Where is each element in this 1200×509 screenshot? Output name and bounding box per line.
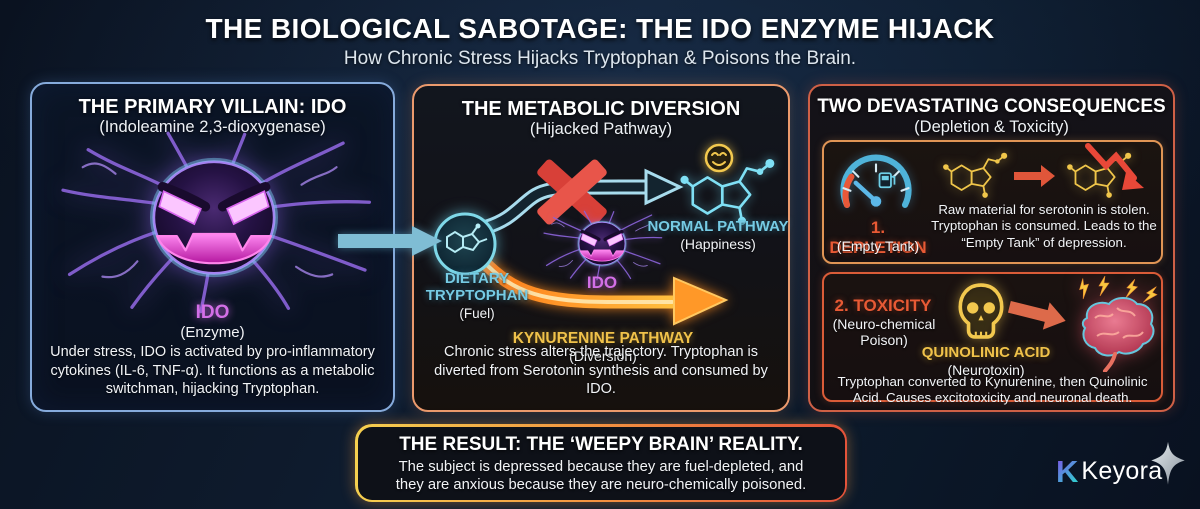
result-panel: THE RESULT: THE ‘WEEPY BRAIN’ REALITY. T… [355, 424, 847, 502]
ido-label: IDO [586, 273, 618, 292]
result-title: THE RESULT: THE ‘WEEPY BRAIN’ REALITY. [399, 433, 803, 455]
fuel-gauge-icon [840, 154, 912, 208]
tryptophan-label: DIETARY TRYPTOPHAN [425, 270, 529, 305]
depletion-box: 1. DEPLETION (Empty Tank) Raw material f… [822, 140, 1163, 264]
ido-figure-label: IDO [195, 302, 230, 323]
consequences-panel-title: TWO DEVASTATING CONSEQUENCES [817, 96, 1166, 117]
toxicity-body-text: Tryptophan converted to Kynurenine, then… [837, 374, 1148, 406]
brain-icon [1079, 276, 1158, 372]
diversion-panel-title: THE METABOLIC DIVERSION [461, 98, 741, 120]
tryptophan-sublabel: (Fuel) [459, 306, 495, 321]
normal-pathway-sublabel: (Happiness) [680, 236, 756, 252]
toxicity-label: 2. TOXICITY [834, 296, 932, 315]
toxicity-sublabel: (Neuro-chemical Poison) [832, 316, 936, 349]
diversion-panel-subtitle: (Hijacked Pathway) [529, 120, 673, 138]
quinolinic-acid-label: QUINOLINIC ACID [921, 344, 1051, 361]
brand-mark: K [1056, 454, 1079, 489]
villain-panel: THE PRIMARY VILLAIN: IDO (Indoleamine 2,… [30, 82, 395, 412]
villain-panel-subtitle: (Indoleamine 2,3-dioxygenase) [99, 118, 326, 136]
page-title: THE BIOLOGICAL SABOTAGE: THE IDO ENZYME … [205, 13, 995, 44]
depletion-body-text: Raw material for serotonin is stolen. Tr… [931, 202, 1157, 250]
kynurenine-sublabel: (Diversion) [569, 348, 637, 364]
flow-arrow-icon [338, 226, 442, 256]
serotonin-molecule-gold-icon [942, 151, 1009, 199]
result-body-text: The subject is depressed because they ar… [395, 458, 807, 494]
smiley-icon [704, 143, 734, 173]
brand-logo: K Keyora [1056, 441, 1196, 500]
tryptophan-molecule-icon [433, 212, 497, 276]
skull-icon [958, 283, 1004, 339]
x-mark-icon [537, 159, 607, 225]
decline-arrow-icon [1085, 143, 1144, 190]
brand-name: Keyora [1081, 457, 1163, 485]
lightning-icon [1079, 276, 1158, 303]
toxic-arrow-icon [1008, 300, 1066, 330]
page-subtitle: How Chronic Stress Hijacks Tryptophan & … [343, 48, 857, 69]
toxicity-box: 2. TOXICITY (Neuro-chemical Poison) QUIN… [822, 272, 1163, 405]
normal-pathway-label: NORMAL PATHWAY [647, 218, 789, 235]
ido-monster-icon [46, 130, 382, 316]
star-icon [1151, 441, 1185, 485]
arrow-icon [1014, 165, 1055, 187]
normal-pathway-arrow-icon [479, 168, 684, 235]
consequences-panel: TWO DEVASTATING CONSEQUENCES (Depletion … [808, 84, 1175, 412]
diversion-panel: THE METABOLIC DIVERSION (Hijacked Pathwa… [412, 84, 790, 412]
ido-figure-sublabel: (Enzyme) [180, 324, 245, 341]
consequences-panel-subtitle: (Depletion & Toxicity) [914, 118, 1069, 136]
villain-body-text: Under stress, IDO is activated by pro-in… [50, 344, 375, 398]
villain-panel-title: THE PRIMARY VILLAIN: IDO [78, 96, 347, 118]
depletion-sublabel: (Empty Tank) [836, 238, 920, 254]
diversion-body-text: Chronic stress alters the trajectory. Tr… [434, 344, 768, 398]
kynurenine-arrow-icon [475, 253, 729, 326]
pathway-diagram [433, 143, 776, 326]
kynurenine-label: KYNURENINE PATHWAY [512, 330, 694, 347]
depletion-label: 1. DEPLETION [829, 218, 927, 257]
quinolinic-acid-sublabel: (Neurotoxin) [947, 362, 1025, 378]
